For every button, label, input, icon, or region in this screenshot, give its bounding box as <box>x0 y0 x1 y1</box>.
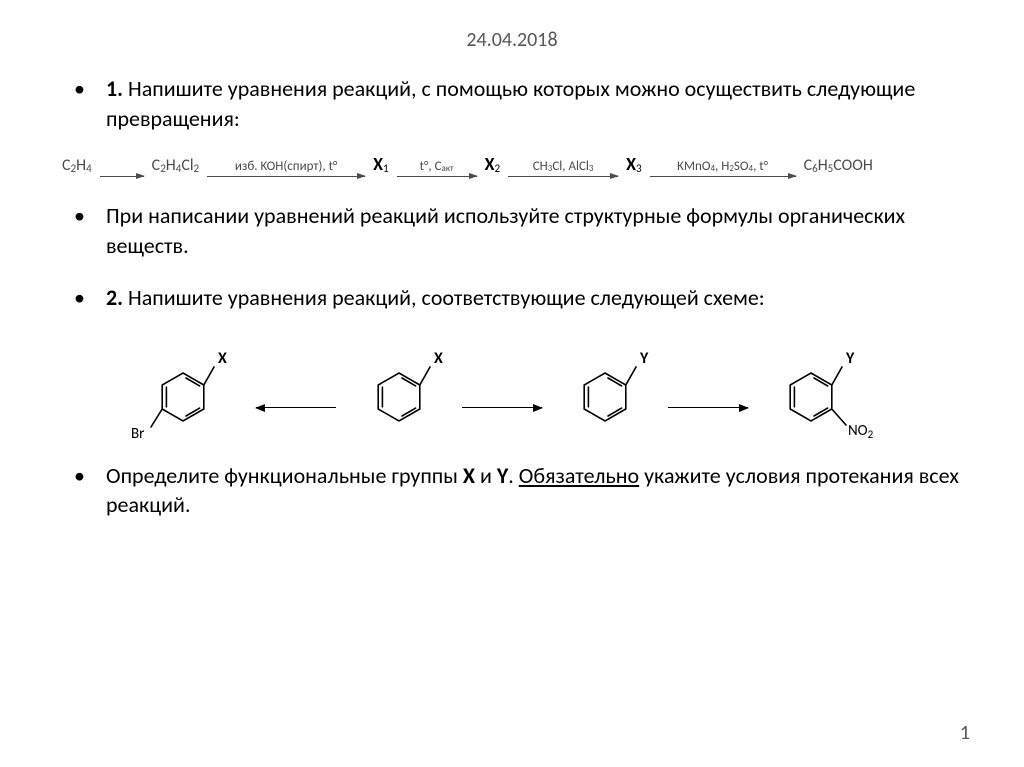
question-2: 2. Напишите уравнения реакций, соответст… <box>60 283 964 313</box>
ring-3: Y <box>560 335 650 445</box>
ring1-top-label: X <box>218 349 227 368</box>
page-date: 24.04.2018 <box>60 28 964 52</box>
arrow-1 <box>100 160 144 177</box>
question-1: 1. Напишите уравнения реакций, с помощью… <box>60 74 964 133</box>
reaction-scheme-1: C2H4 C2H4Cl2 изб. KOH(спирт), t° X1 t°, … <box>60 155 964 177</box>
q1-note-text: При написании уравнений реакций использу… <box>106 202 905 259</box>
q2-text: Напишите уравнения реакций, соответствую… <box>123 284 765 311</box>
arrow-2: изб. KOH(спирт), t° <box>207 160 365 177</box>
q2-note-dot: . <box>508 462 519 489</box>
page-number: 1 <box>960 721 970 745</box>
q2-note: Определите функциональные группы X и Y. … <box>60 461 964 520</box>
content-list: 1. Напишите уравнения реакций, с помощью… <box>60 74 964 133</box>
arrow-4: CH3Cl, AlCl3 <box>508 160 618 177</box>
arrow-2-label: изб. KOH(спирт), t° <box>235 160 338 174</box>
ring4-meta-label: NO2 <box>848 422 874 441</box>
q2-note-and: и <box>475 462 497 489</box>
intermediate-x1: X1 <box>373 155 389 177</box>
ring1-meta-label: Br <box>131 425 144 443</box>
ring3-top-label: Y <box>639 349 649 368</box>
molecule-c2h4cl2: C2H4Cl2 <box>152 157 199 177</box>
arrow-3-label: t°, Cакт <box>420 160 454 174</box>
arrow-3: t°, Cакт <box>397 160 477 177</box>
arrow-4-label: CH3Cl, AlCl3 <box>533 160 594 174</box>
ring-4: Y NO2 <box>766 335 896 445</box>
ring-1: X Br <box>128 335 238 445</box>
scheme2-arrow-1 <box>256 407 336 409</box>
arrow-5-label: KMnO4, H2SO4, t° <box>677 160 768 174</box>
q1-number: 1. <box>106 75 123 102</box>
q2-note-pre: Определите функциональные группы <box>106 462 463 489</box>
q2-number: 2. <box>106 284 123 311</box>
scheme2-arrow-2 <box>462 407 542 409</box>
benzene-ring-icon: X Br <box>128 335 238 445</box>
q1-note: При написании уравнений реакций использу… <box>60 201 964 260</box>
content-list-3: Определите функциональные группы X и Y. … <box>60 461 964 520</box>
page-root: 24.04.2018 1. Напишите уравнения реакций… <box>0 0 1024 767</box>
content-list-2: При написании уравнений реакций использу… <box>60 201 964 312</box>
q1-text: Напишите уравнения реакций, с помощью ко… <box>106 75 915 132</box>
q2-note-u: Обязательно <box>519 462 639 489</box>
molecule-c2h4: C2H4 <box>62 157 92 177</box>
q2-note-y: Y <box>497 462 508 489</box>
ring2-top-label: X <box>434 349 443 368</box>
molecule-c6h5cooh: C6H5COOH <box>804 157 873 177</box>
benzene-ring-icon: Y NO2 <box>766 335 896 445</box>
intermediate-x3: X3 <box>626 155 642 177</box>
intermediate-x2: X2 <box>485 155 501 177</box>
q2-note-x: X <box>463 462 475 489</box>
ring-2: X <box>354 335 444 445</box>
reaction-scheme-2: X Br X <box>60 335 964 445</box>
benzene-ring-icon: X <box>354 335 444 445</box>
ring4-top-label: Y <box>845 349 855 368</box>
scheme2-arrow-3 <box>668 407 748 409</box>
arrow-5: KMnO4, H2SO4, t° <box>650 160 796 177</box>
benzene-ring-icon: Y <box>560 335 650 445</box>
